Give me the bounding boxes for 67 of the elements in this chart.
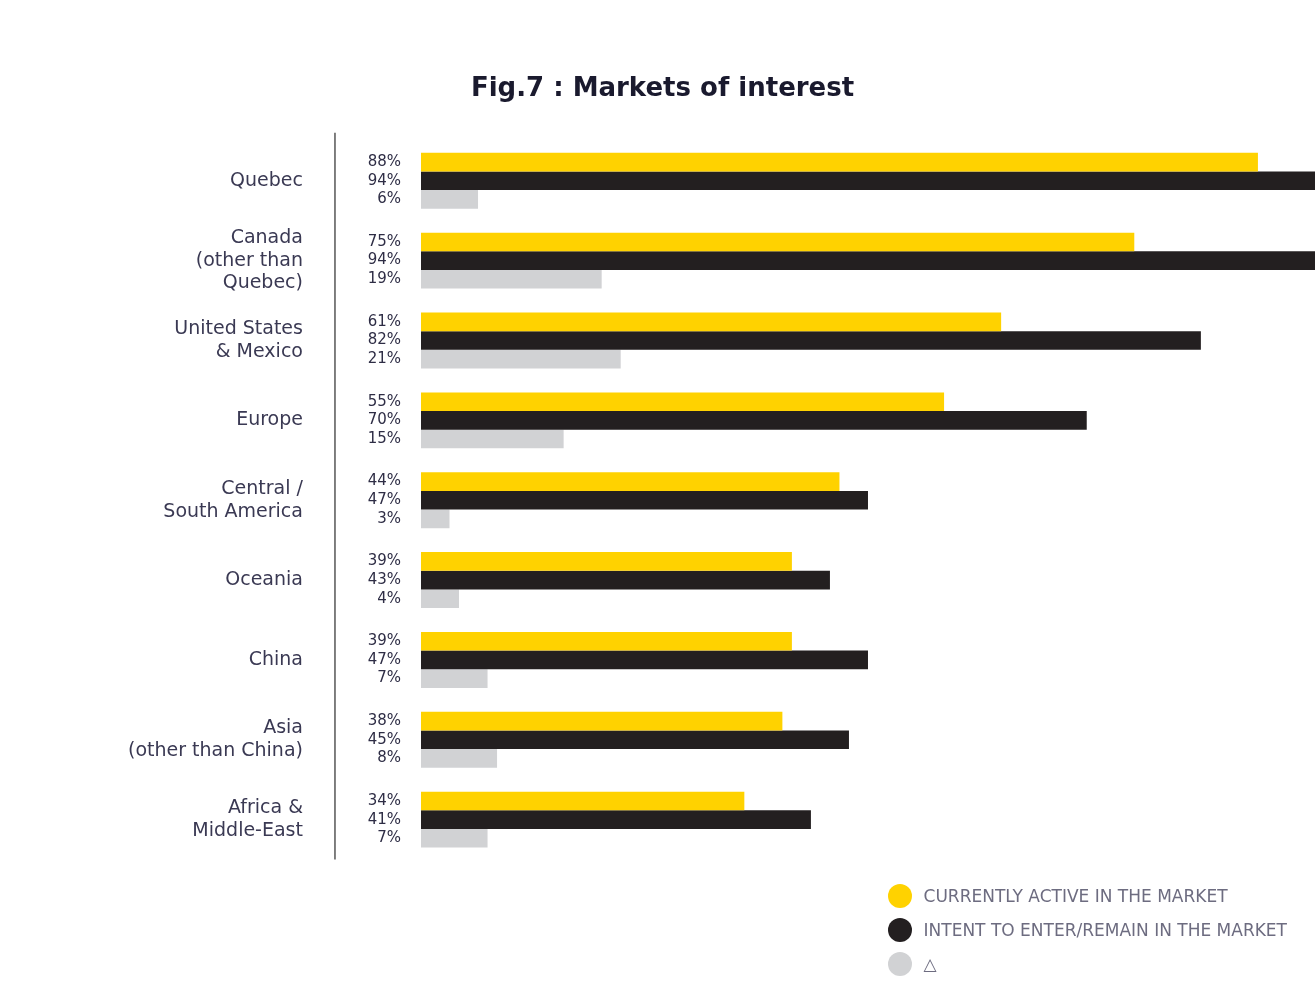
data-label: 94% [367, 250, 401, 269]
bar [420, 509, 450, 529]
data-label: 34% [367, 790, 401, 809]
data-label: 19% [367, 269, 401, 288]
bar [420, 589, 460, 609]
bar [420, 232, 1135, 252]
data-label: 15% [367, 428, 401, 447]
bar [420, 552, 792, 571]
data-label: 70% [367, 410, 401, 429]
data-label: 38% [367, 711, 401, 730]
y-tick-label: Canada (other than Quebec) [195, 224, 303, 293]
data-label: 75% [367, 231, 401, 250]
data-label: 6% [377, 189, 401, 208]
data-label: 47% [367, 490, 401, 509]
y-tick-label: United States & Mexico [174, 316, 303, 361]
data-label: 82% [367, 330, 401, 349]
data-label: 39% [367, 551, 401, 570]
data-label: 61% [367, 311, 401, 330]
data-label: 55% [367, 391, 401, 410]
data-label: 94% [367, 170, 401, 189]
data-label: 88% [367, 151, 401, 170]
bar [420, 152, 1258, 172]
data-label: 21% [367, 348, 401, 367]
data-label: 7% [377, 668, 401, 687]
bar [420, 711, 783, 731]
bar [420, 331, 1201, 350]
y-tick-label: Europe [236, 407, 303, 430]
bar [420, 810, 811, 829]
y-tick-label: Asia (other than China) [127, 715, 303, 761]
y-tick-label: Central / South America [163, 475, 304, 521]
data-label: 47% [367, 649, 401, 668]
bar [420, 269, 602, 289]
bar [420, 828, 488, 848]
y-tick-label: Africa & Middle-East [192, 795, 304, 840]
legend-label: △ [923, 954, 937, 974]
bar [420, 631, 792, 651]
y-tick-label: Oceania [225, 567, 303, 589]
bar [420, 429, 564, 449]
bar [420, 392, 945, 412]
bar [420, 251, 1315, 270]
bar [420, 730, 849, 750]
data-label: 43% [367, 569, 401, 588]
bar [420, 791, 745, 811]
legend-label: INTENT TO ENTER/REMAIN IN THE MARKET [923, 920, 1287, 940]
bar [420, 570, 830, 590]
bar [420, 190, 479, 209]
data-label: 41% [367, 809, 401, 828]
data-label: 4% [377, 588, 401, 607]
y-tick-label: Quebec [230, 167, 303, 190]
bar [420, 411, 1087, 430]
bar [420, 749, 498, 768]
data-label: 7% [377, 828, 401, 847]
legend-label: CURRENTLY ACTIVE IN THE MARKET [923, 886, 1228, 906]
bar [420, 650, 868, 670]
data-label: 39% [367, 631, 401, 650]
bar [420, 472, 840, 491]
bar [420, 669, 488, 688]
data-label: 44% [367, 471, 401, 490]
y-tick-label: China [248, 646, 303, 669]
data-label: 45% [367, 729, 401, 748]
data-label: 3% [377, 508, 401, 527]
bar [420, 312, 1002, 332]
bar [420, 349, 621, 369]
data-label: 8% [377, 748, 401, 767]
chart-title: Fig.7 : Markets of interest [470, 71, 855, 102]
bar [420, 171, 1315, 191]
bar [420, 490, 868, 510]
